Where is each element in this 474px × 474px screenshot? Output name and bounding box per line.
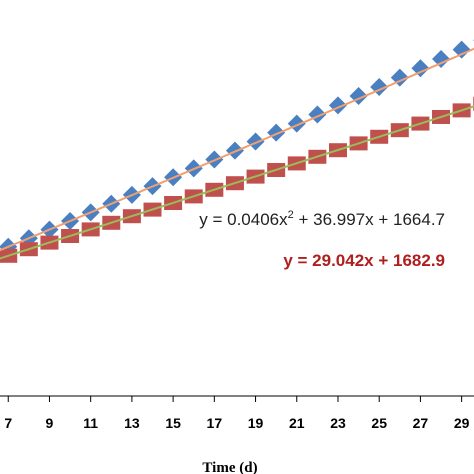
x-axis-title: Time (d) [202,460,257,474]
x-tick-label: 9 [46,415,54,431]
polynomial-trendline [0,47,474,252]
diamond-marker [287,114,306,133]
plot-marks [0,39,474,263]
x-tick-label: 17 [207,415,223,431]
polynomial-equation: y = 0.0406x2 + 36.997x + 1664.7 [199,209,445,229]
x-tick-label: 7 [4,415,12,431]
x-tick-label: 27 [413,415,429,431]
linear-trendline [0,105,474,260]
diamond-marker [267,123,286,142]
x-tick-label: 23 [330,415,346,431]
diamond-marker [432,49,451,68]
x-tick-label: 13 [124,415,140,431]
x-tick-label: 21 [289,415,305,431]
x-tick-label: 19 [248,415,264,431]
diamond-marker [411,59,430,78]
diamond-marker [246,132,265,151]
trendline-equations: y = 0.0406x2 + 36.997x + 1664.7 y = 29.04… [199,209,445,270]
x-tick-label: 29 [454,415,470,431]
x-tick-label: 25 [371,415,387,431]
x-tick-label: 15 [165,415,181,431]
x-axis-ticks: 7 9 11 13 15 17 19 21 23 25 27 29 [4,396,470,431]
linear-equation: y = 29.042x + 1682.9 [283,251,445,270]
x-tick-label: 11 [83,415,98,431]
diamond-marker [452,40,471,59]
